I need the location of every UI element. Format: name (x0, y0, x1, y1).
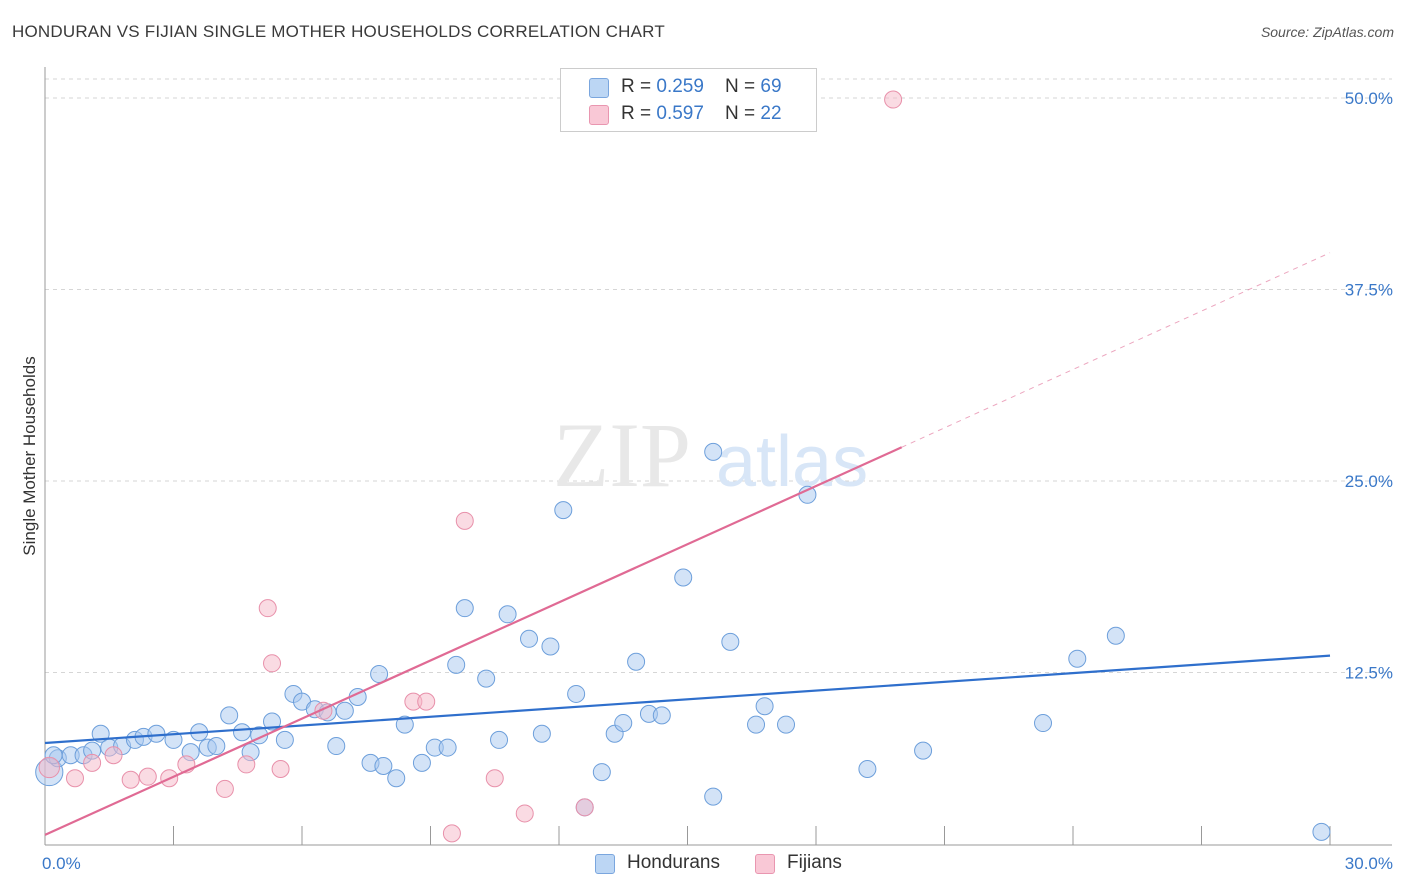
y-tick-label: 50.0% (1345, 89, 1393, 108)
correlation-legend: R = 0.259 N = 69 R = 0.597 N = 22 (560, 68, 817, 132)
data-point (704, 787, 723, 806)
data-point (520, 629, 539, 648)
trend-line-fijians (44, 446, 903, 836)
legend-r-label: R = (621, 76, 657, 97)
data-point (271, 760, 290, 779)
watermark: ZIP atlas (553, 404, 868, 506)
data-point (674, 568, 693, 587)
legend-n-value: 22 (760, 103, 782, 124)
y-tick-label: 37.5% (1345, 281, 1393, 300)
legend-r-value: 0.259 (656, 76, 704, 97)
legend-r-value: 0.597 (656, 103, 704, 124)
data-point (83, 753, 102, 772)
trend-line-hondurans (44, 654, 1331, 745)
data-point (447, 655, 466, 674)
axis-labels: 12.5% 25.0% 37.5% 50.0% 0.0% 30.0% Single Moth… (20, 89, 1393, 873)
bottom-legend-label-fijians: Fijians (787, 852, 842, 873)
data-point (490, 730, 509, 749)
data-point (1106, 626, 1125, 645)
legend-swatch-fijians (589, 105, 609, 125)
data-point (387, 769, 406, 788)
data-point (567, 684, 586, 703)
data-point (215, 779, 234, 798)
data-point (275, 730, 294, 749)
data-point (237, 755, 256, 774)
chart-title: HONDURAN VS FIJIAN SINGLE MOTHER HOUSEHO… (12, 22, 665, 41)
axes (44, 67, 1392, 846)
y-tick-label: 25.0% (1345, 472, 1393, 491)
series-fijians (38, 90, 903, 843)
data-point (233, 723, 252, 742)
data-point (412, 753, 431, 772)
data-points (35, 90, 1331, 843)
data-point (652, 706, 671, 725)
x-tick-label: 0.0% (42, 854, 81, 873)
data-point (477, 669, 496, 688)
legend-n-label: N = (725, 103, 761, 124)
data-point (207, 737, 226, 756)
trend-lines (44, 252, 1331, 836)
watermark-zip: ZIP (553, 404, 691, 506)
watermark-atlas: atlas (716, 422, 868, 502)
data-point (38, 756, 60, 779)
data-point (220, 706, 239, 725)
y-tick-label: 12.5% (1345, 664, 1393, 683)
data-point (104, 746, 123, 765)
data-point (65, 769, 84, 788)
legend-r-label: R = (621, 103, 657, 124)
legend-n-value: 69 (760, 76, 782, 97)
data-point (721, 632, 740, 651)
data-point (327, 737, 346, 756)
bottom-legend-label-hondurans: Hondurans (627, 852, 720, 873)
grid-lines (45, 78, 1392, 673)
y-axis-title: Single Mother Households (20, 356, 39, 555)
data-point (777, 715, 796, 734)
data-point (374, 756, 393, 775)
data-point (554, 501, 573, 520)
data-point (884, 90, 903, 109)
data-point (575, 798, 594, 817)
source-label: Source: ZipAtlas.com (1260, 24, 1394, 40)
data-point (541, 637, 560, 656)
data-point (147, 724, 166, 743)
data-point (263, 712, 282, 731)
data-point (532, 724, 551, 743)
bottom-legend-swatch-fijians (755, 854, 775, 874)
x-tick-label: 30.0% (1345, 854, 1393, 873)
data-point (164, 730, 183, 749)
data-point (627, 652, 646, 671)
data-point (914, 741, 933, 760)
data-point (1068, 649, 1087, 668)
data-point (335, 701, 354, 720)
data-point (704, 442, 723, 461)
bottom-legend-swatch-hondurans (595, 854, 615, 874)
legend-n-label: N = (725, 76, 761, 97)
data-point (1312, 822, 1331, 841)
data-point (263, 654, 282, 673)
data-point (485, 769, 504, 788)
data-point (747, 715, 766, 734)
trend-extension-fijians (901, 252, 1331, 448)
data-point (121, 770, 140, 789)
data-point (258, 599, 277, 618)
legend-swatch-hondurans (589, 78, 609, 98)
data-point (455, 599, 474, 618)
data-point (1034, 714, 1053, 733)
data-point (498, 605, 517, 624)
data-point (515, 804, 534, 823)
data-point (138, 767, 157, 786)
data-point (455, 511, 474, 530)
data-point (417, 692, 436, 711)
data-point (614, 714, 633, 733)
data-point (442, 824, 461, 843)
data-point (438, 738, 457, 757)
data-point (755, 697, 774, 716)
data-point (858, 760, 877, 779)
data-point (395, 715, 414, 734)
data-point (592, 763, 611, 782)
